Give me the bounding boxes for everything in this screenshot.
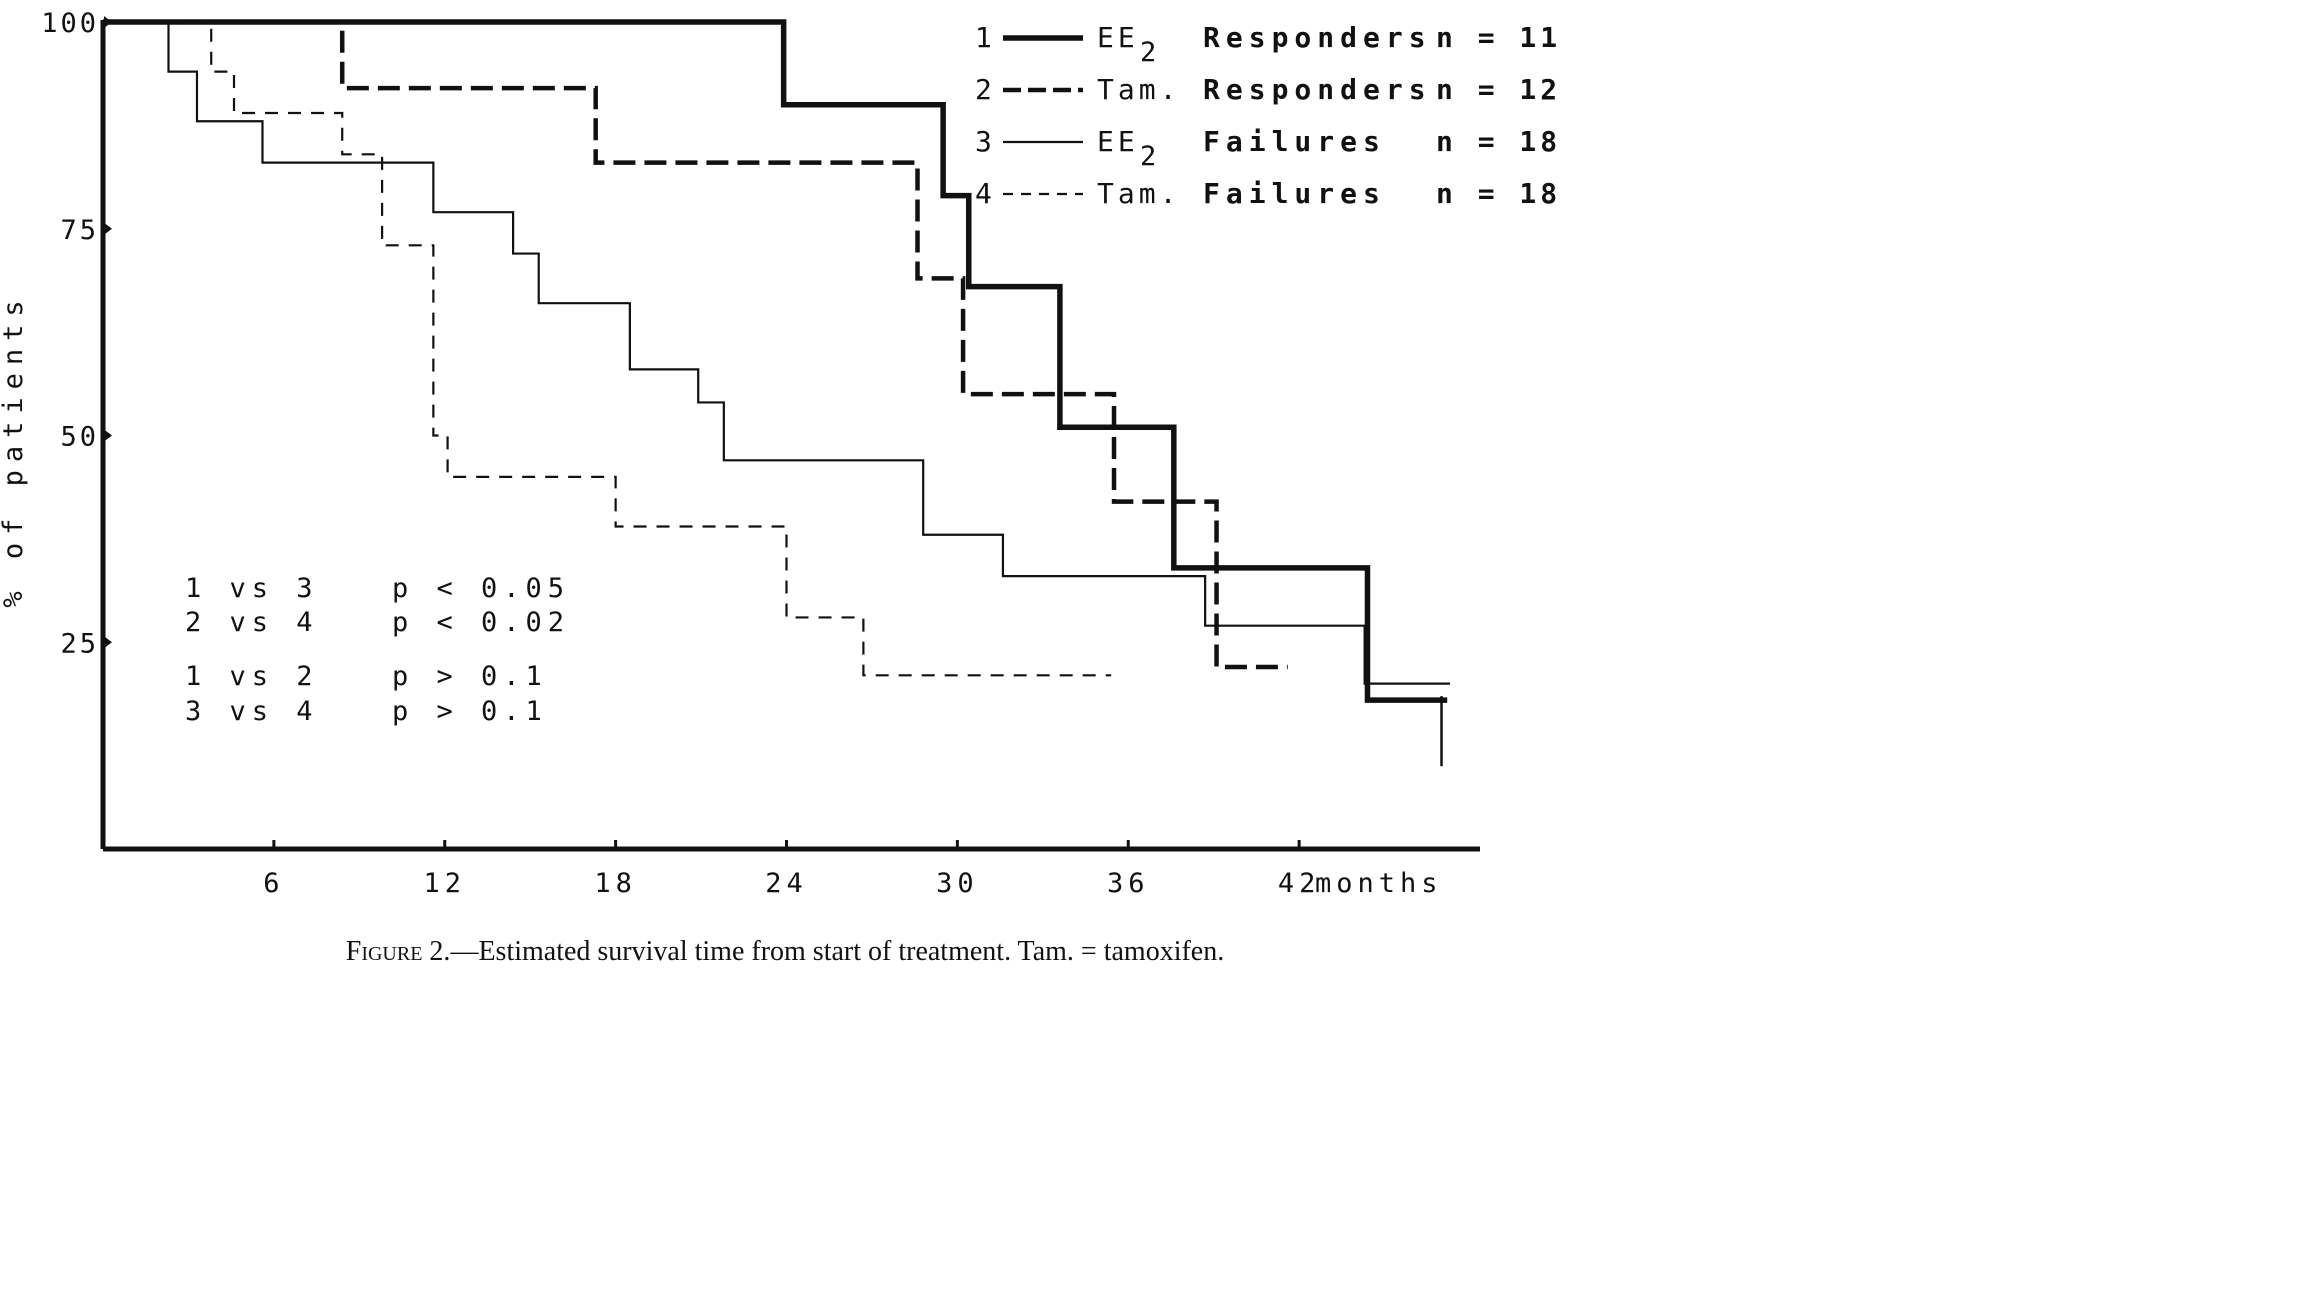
legend-subscript: 2 [1140, 37, 1156, 68]
x-axis-label: months [1315, 868, 1443, 899]
x-tick-label: 6 [263, 868, 284, 899]
x-tick-label: 12 [423, 868, 466, 899]
legend-drug: EE [1097, 21, 1139, 54]
annotation-p-value: p > 0.1 [392, 696, 548, 727]
y-tick [104, 429, 112, 442]
legend-n: n = 18 [1436, 177, 1561, 210]
y-tick-label: 25 [60, 628, 99, 659]
annotation-pair: 1 vs 3 [185, 573, 319, 604]
y-tick-label: 75 [60, 215, 99, 246]
annotation-pair: 1 vs 2 [185, 661, 319, 692]
legend-group: Responders [1203, 21, 1432, 54]
legend-group: Responders [1203, 73, 1432, 106]
legend-number: 1 [975, 21, 992, 54]
legend-n: n = 11 [1436, 21, 1561, 54]
series-layer [103, 19, 1451, 767]
legend-n: n = 18 [1436, 125, 1561, 158]
y-axis-label: % of patients [0, 292, 29, 607]
legend-number: 2 [975, 73, 992, 106]
legend-subscript: 2 [1140, 141, 1156, 172]
annotation-p-value: p < 0.02 [392, 607, 570, 638]
y-tick-label: 50 [60, 422, 99, 453]
annotation-p-value: p > 0.1 [392, 661, 548, 692]
y-tick [104, 636, 112, 649]
legend-drug: Tam. [1097, 177, 1180, 210]
series-line-4 [103, 20, 1112, 677]
y-tick-label: 100 [41, 8, 99, 39]
series-line-2 [103, 19, 1288, 670]
legend-drug: Tam. [1097, 73, 1180, 106]
series-line-1 [103, 19, 1448, 703]
caption-text: —Estimated survival time from start of t… [450, 936, 1225, 967]
legend-group: Failures [1203, 125, 1386, 158]
legend-n: n = 12 [1436, 73, 1561, 106]
x-tick-label: 36 [1107, 868, 1150, 899]
y-tick [104, 222, 112, 235]
annotation-pair: 2 vs 4 [185, 607, 319, 638]
x-tick-label: 30 [936, 868, 979, 899]
axes [100, 20, 1480, 852]
legend: 1 EE 2 Responders n = 112 Tam. Responders n = 1… [975, 21, 1561, 210]
legend-number: 3 [975, 125, 992, 158]
x-tick-label: 18 [594, 868, 637, 899]
legend-drug: EE [1097, 125, 1139, 158]
legend-number: 4 [975, 177, 992, 210]
p-value-annotations: 1 vs 3 p < 0.05 2 vs 4 p < 0.02 1 vs 2 p > 0.… [185, 573, 570, 727]
series-line-3 [103, 20, 1451, 685]
legend-group: Failures [1203, 177, 1386, 210]
annotation-pair: 3 vs 4 [185, 696, 319, 727]
x-tick-label: 42 [1278, 868, 1321, 899]
x-tick-label: 24 [765, 868, 808, 899]
annotation-p-value: p < 0.05 [392, 573, 570, 604]
figure-caption: Figure 2.—Estimated survival time from s… [0, 936, 1570, 968]
y-tick [104, 16, 112, 28]
caption-label: Figure 2. [345, 936, 451, 967]
